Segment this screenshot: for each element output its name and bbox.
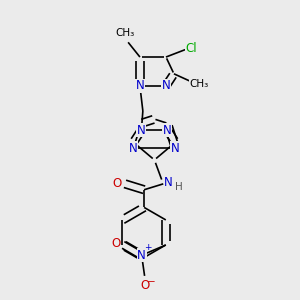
Text: N: N	[136, 80, 144, 92]
Text: CH₃: CH₃	[116, 28, 135, 38]
Text: N: N	[162, 80, 170, 92]
Text: N: N	[164, 176, 173, 189]
Text: H: H	[175, 182, 182, 192]
Text: N: N	[137, 249, 146, 262]
Text: N: N	[163, 124, 172, 136]
Text: N: N	[137, 124, 146, 136]
Text: O: O	[111, 237, 120, 250]
Text: O: O	[140, 279, 149, 292]
Text: CH₃: CH₃	[189, 79, 208, 89]
Text: N: N	[171, 142, 180, 154]
Text: O: O	[112, 177, 122, 190]
Text: +: +	[144, 242, 152, 251]
Text: N: N	[129, 142, 138, 154]
Text: Cl: Cl	[186, 42, 197, 55]
Text: −: −	[147, 278, 155, 287]
